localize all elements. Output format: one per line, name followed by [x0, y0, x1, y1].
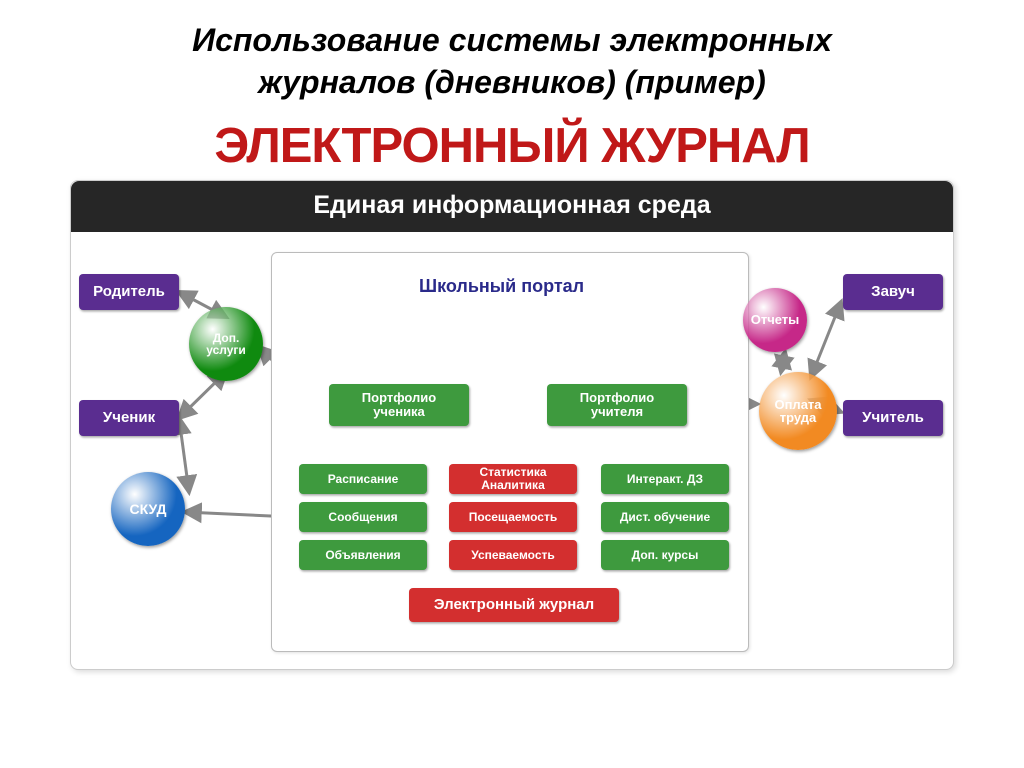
grid-0-0: Расписание — [299, 464, 427, 494]
grid-2-0: Объявления — [299, 540, 427, 570]
title-line2: журналов (дневников) (пример) — [258, 64, 765, 100]
circle-oplata: Оплататруда — [759, 372, 837, 450]
arrow-2 — [179, 418, 189, 492]
grid-2-1: Успеваемость — [449, 540, 577, 570]
grid-1-1: Посещаемость — [449, 502, 577, 532]
slide-title: Использование системы электронных журнал… — [0, 0, 1024, 118]
grid-0-2: Интеракт. ДЗ — [601, 464, 729, 494]
portfolio-teacher: Портфолиоучителя — [547, 384, 687, 426]
role-zavuch: Завуч — [843, 274, 943, 310]
main-panel: Единая информационная среда Школьный пор… — [70, 180, 954, 670]
role-uchitel: Учитель — [843, 400, 943, 436]
circle-skud: СКУД — [111, 472, 185, 546]
portfolio-student: Портфолиоученика — [329, 384, 469, 426]
bottom-ejournal: Электронный журнал — [409, 588, 619, 622]
grid-0-1: СтатистикаАналитика — [449, 464, 577, 494]
grid-1-2: Дист. обучение — [601, 502, 729, 532]
arrow-9 — [781, 352, 785, 372]
diagram-area: Школьный портал Родитель Ученик Завуч Учител… — [71, 232, 953, 662]
red-title: ЭЛЕКТРОННЫЙ ЖУРНАЛ — [0, 118, 1024, 174]
grid-2-2: Доп. курсы — [601, 540, 729, 570]
circle-otchet: Отчеты — [743, 288, 807, 352]
arrow-8 — [811, 302, 841, 377]
panel-header: Единая информационная среда — [71, 181, 953, 232]
circle-dop: Доп.услуги — [189, 307, 263, 381]
role-student: Ученик — [79, 400, 179, 436]
inner-title: Школьный портал — [419, 276, 584, 297]
grid-1-0: Сообщения — [299, 502, 427, 532]
role-parent: Родитель — [79, 274, 179, 310]
title-line1: Использование системы электронных — [192, 22, 832, 58]
